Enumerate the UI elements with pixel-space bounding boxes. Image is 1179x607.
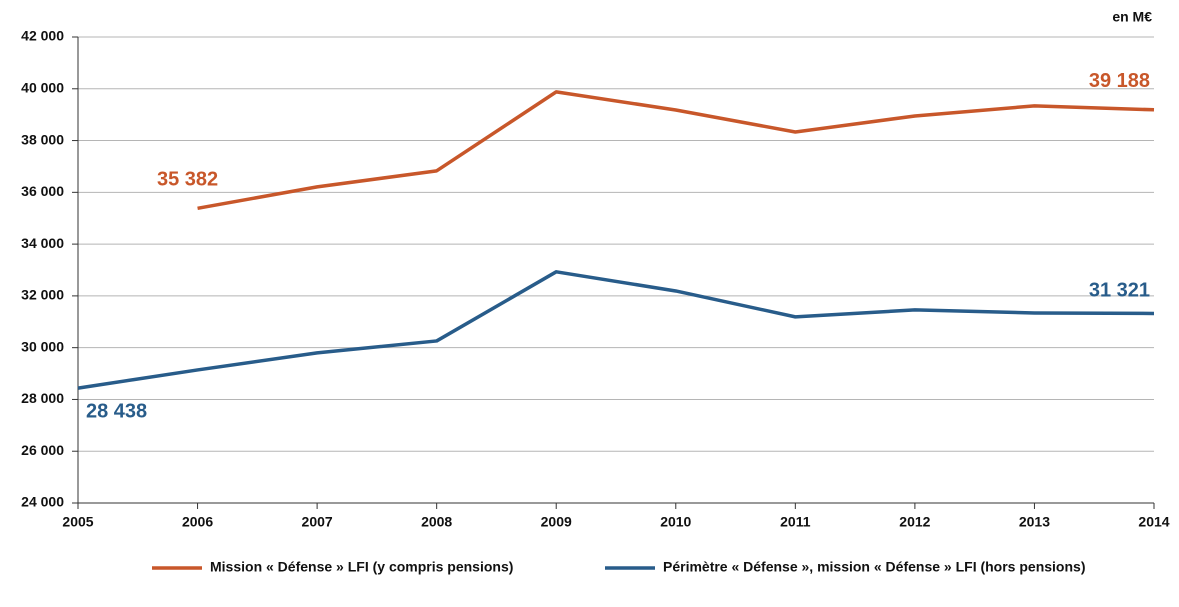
x-tick-label: 2005 [62, 514, 93, 530]
x-tick-label: 2014 [1138, 514, 1169, 530]
legend-label: Mission « Défense » LFI (y compris pensi… [210, 559, 513, 575]
y-tick-label: 38 000 [21, 131, 64, 147]
x-tick-label: 2008 [421, 514, 452, 530]
value-label: 28 438 [86, 400, 147, 422]
series-line [77, 270, 1155, 390]
value-label: 31 321 [1089, 280, 1150, 302]
unit-annotation: en M€ [1112, 9, 1152, 25]
series-line [197, 90, 1155, 211]
value-label: 39 188 [1089, 70, 1150, 92]
x-tick-label: 2009 [541, 514, 572, 530]
y-tick-label: 40 000 [21, 79, 64, 95]
y-tick-label: 36 000 [21, 183, 64, 199]
x-tick-label: 2012 [899, 514, 930, 530]
x-tick-label: 2007 [302, 514, 333, 530]
x-tick-label: 2010 [660, 514, 691, 530]
y-tick-label: 30 000 [21, 338, 64, 354]
y-tick-label: 28 000 [21, 390, 64, 406]
legend-label: Périmètre « Défense », mission « Défense… [663, 559, 1085, 575]
y-tick-label: 34 000 [21, 235, 64, 251]
x-tick-label: 2006 [182, 514, 213, 530]
y-tick-label: 32 000 [21, 287, 64, 303]
x-tick-label: 2011 [780, 514, 811, 530]
x-tick-label: 2013 [1019, 514, 1050, 530]
value-label: 35 382 [157, 169, 218, 191]
y-tick-label: 26 000 [21, 442, 64, 458]
y-tick-label: 24 000 [21, 494, 64, 510]
y-tick-label: 42 000 [21, 28, 64, 44]
